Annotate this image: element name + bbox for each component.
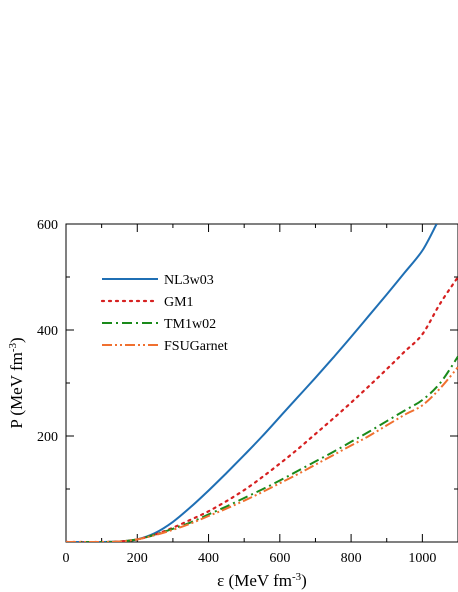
y-axis-label: P (MeV fm-3) [7,337,26,428]
x-tick-label: 400 [198,551,219,566]
y-tick-label: 200 [37,430,58,445]
x-axis-label: ε (MeV fm-3) [217,571,307,590]
series-line-fsugarnet [66,366,458,542]
x-tick-label: 600 [269,551,290,566]
plot-frame [65,223,458,543]
x-tick-label: 1000 [408,551,436,566]
x-tick-label: 200 [127,551,148,566]
series-line-tm1w02 [66,355,458,542]
x-tick-label: 800 [341,551,362,566]
legend-label-nl3w03: NL3w03 [164,273,214,288]
series-group [66,224,458,542]
series-line-gm1 [66,275,458,542]
legend-label-gm1: GM1 [164,295,194,310]
axis-ticks [65,223,458,543]
y-tick-label: 600 [37,218,58,233]
legend: NL3w03 GM1 TM1w02 FSUGarnet [100,273,228,354]
y-tick-label: 400 [37,324,58,339]
legend-label-tm1w02: TM1w02 [164,317,216,332]
tick-labels: 0 200 400 600 800 1000 200 400 600 [37,218,436,566]
legend-label-fsugarnet: FSUGarnet [164,339,228,354]
x-tick-label: 0 [63,551,70,566]
